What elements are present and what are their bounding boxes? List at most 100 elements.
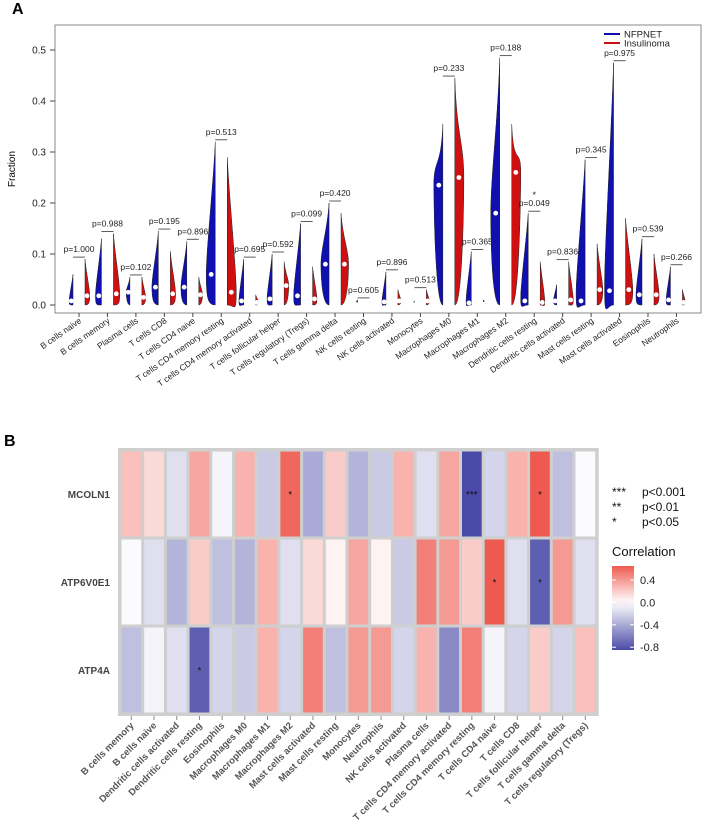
heatmap-cell bbox=[574, 626, 597, 714]
violin-half-nfpnet bbox=[635, 238, 643, 306]
panel-b-colorbar: Correlation 0.4 0.0 -0.4 -0.8 bbox=[612, 544, 676, 654]
heatmap-cell bbox=[529, 538, 551, 626]
pvalue-label: p=0.049 bbox=[519, 198, 550, 208]
row-label: ATP4A bbox=[78, 666, 110, 677]
violin-half-insulinoma bbox=[625, 218, 634, 306]
median-dot-insulinoma bbox=[283, 283, 289, 289]
heatmap-cell bbox=[551, 626, 574, 714]
violin-half-nfpnet bbox=[465, 251, 472, 307]
panel-a-violins bbox=[68, 57, 687, 310]
heatmap-cell bbox=[165, 450, 188, 538]
cell-significance: * bbox=[197, 666, 201, 677]
pvalue-label: p=1.000 bbox=[64, 244, 95, 254]
heatmap-cell bbox=[370, 538, 392, 626]
median-dot-nfpnet bbox=[267, 296, 273, 302]
heatmap-cell bbox=[461, 450, 483, 538]
median-dot-insulinoma bbox=[597, 287, 603, 293]
heatmap-cell bbox=[506, 626, 529, 714]
pvalue-label: p=0.836 bbox=[547, 247, 578, 257]
cell-significance: * bbox=[538, 578, 542, 589]
heatmap-cell bbox=[370, 450, 392, 538]
pvalue-label: p=0.605 bbox=[348, 285, 379, 295]
significance-label: p<0.01 bbox=[642, 500, 679, 514]
violin-half-nfpnet bbox=[293, 223, 301, 306]
panel-a-label: A bbox=[12, 1, 24, 18]
violin-group bbox=[353, 299, 374, 307]
violin-group bbox=[320, 202, 349, 306]
heatmap-cell bbox=[415, 538, 438, 626]
violin-group bbox=[604, 62, 634, 310]
heatmap-cell bbox=[461, 538, 483, 626]
heatmap-cell bbox=[120, 538, 143, 626]
panel-a-y-axis: 0.0 0.1 0.2 0.3 0.4 0.5 bbox=[32, 46, 55, 312]
violin-half-insulinoma bbox=[170, 251, 176, 306]
violin-half-nfpnet bbox=[151, 231, 159, 306]
violin-group bbox=[205, 141, 237, 308]
violin-group bbox=[490, 57, 522, 306]
median-dot-nfpnet bbox=[322, 261, 328, 267]
heatmap-cell bbox=[279, 538, 302, 626]
heatmap-cell bbox=[234, 538, 256, 626]
heatmap-cell bbox=[438, 450, 460, 538]
heatmap-cell bbox=[211, 538, 234, 626]
median-dot-insulinoma bbox=[626, 287, 632, 293]
heatmap-cell bbox=[347, 626, 370, 714]
median-dot-nfpnet bbox=[208, 272, 214, 277]
violin-half-nfpnet bbox=[95, 238, 102, 306]
pvalue-label: p=0.539 bbox=[633, 224, 664, 234]
heatmap-cell bbox=[165, 626, 188, 714]
median-dot-insulinoma bbox=[425, 298, 431, 304]
panel-b-row-labels: MCOLN1 ATP6V0E1 ATP4A bbox=[61, 490, 111, 677]
violin-half-insulinoma bbox=[539, 261, 546, 306]
median-dot-nfpnet bbox=[493, 210, 499, 216]
median-dot-insulinoma bbox=[84, 293, 90, 299]
violin-group bbox=[433, 78, 465, 306]
pvalue-label: p=0.102 bbox=[120, 262, 151, 272]
violin-half-nfpnet bbox=[266, 253, 273, 306]
median-dot-insulinoma bbox=[312, 296, 317, 302]
median-dot-nfpnet bbox=[68, 298, 74, 304]
heatmap-cell bbox=[551, 538, 574, 626]
colorbar-tick-label: 0.0 bbox=[640, 597, 655, 609]
violin-group bbox=[635, 238, 660, 306]
median-dot-nfpnet bbox=[636, 292, 642, 298]
row-label: ATP6V0E1 bbox=[61, 578, 111, 589]
significance-stars: *** bbox=[612, 485, 626, 499]
violin-half-nfpnet bbox=[520, 213, 529, 307]
pvalue-label: p=0.592 bbox=[263, 239, 294, 249]
heatmap-cell bbox=[279, 626, 302, 714]
median-dot-nfpnet bbox=[410, 302, 416, 307]
violin-half-nfpnet bbox=[433, 123, 444, 306]
significance-stars: * bbox=[612, 515, 617, 529]
pvalue-label: p=0.188 bbox=[490, 43, 521, 53]
heatmap-cell bbox=[188, 538, 211, 626]
heatmap-cell bbox=[324, 450, 347, 538]
heatmap-cell bbox=[120, 450, 143, 538]
pvalue-label: p=0.513 bbox=[206, 127, 237, 137]
median-dot-nfpnet bbox=[181, 284, 187, 290]
heatmap-cell bbox=[143, 626, 165, 714]
significance-label: p<0.001 bbox=[642, 485, 686, 499]
legend-label: NFPNET bbox=[624, 30, 662, 41]
violin-half-insulinoma bbox=[340, 213, 349, 306]
median-dot-insulinoma bbox=[228, 289, 234, 295]
median-dot-nfpnet bbox=[578, 298, 584, 304]
violin-group bbox=[552, 261, 574, 306]
colorbar-tick-label: -0.4 bbox=[640, 620, 659, 632]
violin-group bbox=[95, 233, 120, 306]
heatmap-cell bbox=[415, 626, 438, 714]
pvalue-label: p=0.896 bbox=[177, 226, 208, 236]
heatmap-cell bbox=[211, 450, 234, 538]
violin-group bbox=[68, 259, 91, 306]
violin-group bbox=[151, 231, 176, 306]
heatmap-cell bbox=[392, 538, 415, 626]
median-dot-insulinoma bbox=[170, 291, 176, 297]
y-tick-label: 0.2 bbox=[32, 199, 46, 210]
row-label: MCOLN1 bbox=[68, 490, 111, 501]
heatmap-cell bbox=[211, 626, 234, 714]
heatmap-cell bbox=[234, 450, 256, 538]
heatmap-cell bbox=[392, 626, 415, 714]
heatmap-cell bbox=[256, 538, 279, 626]
